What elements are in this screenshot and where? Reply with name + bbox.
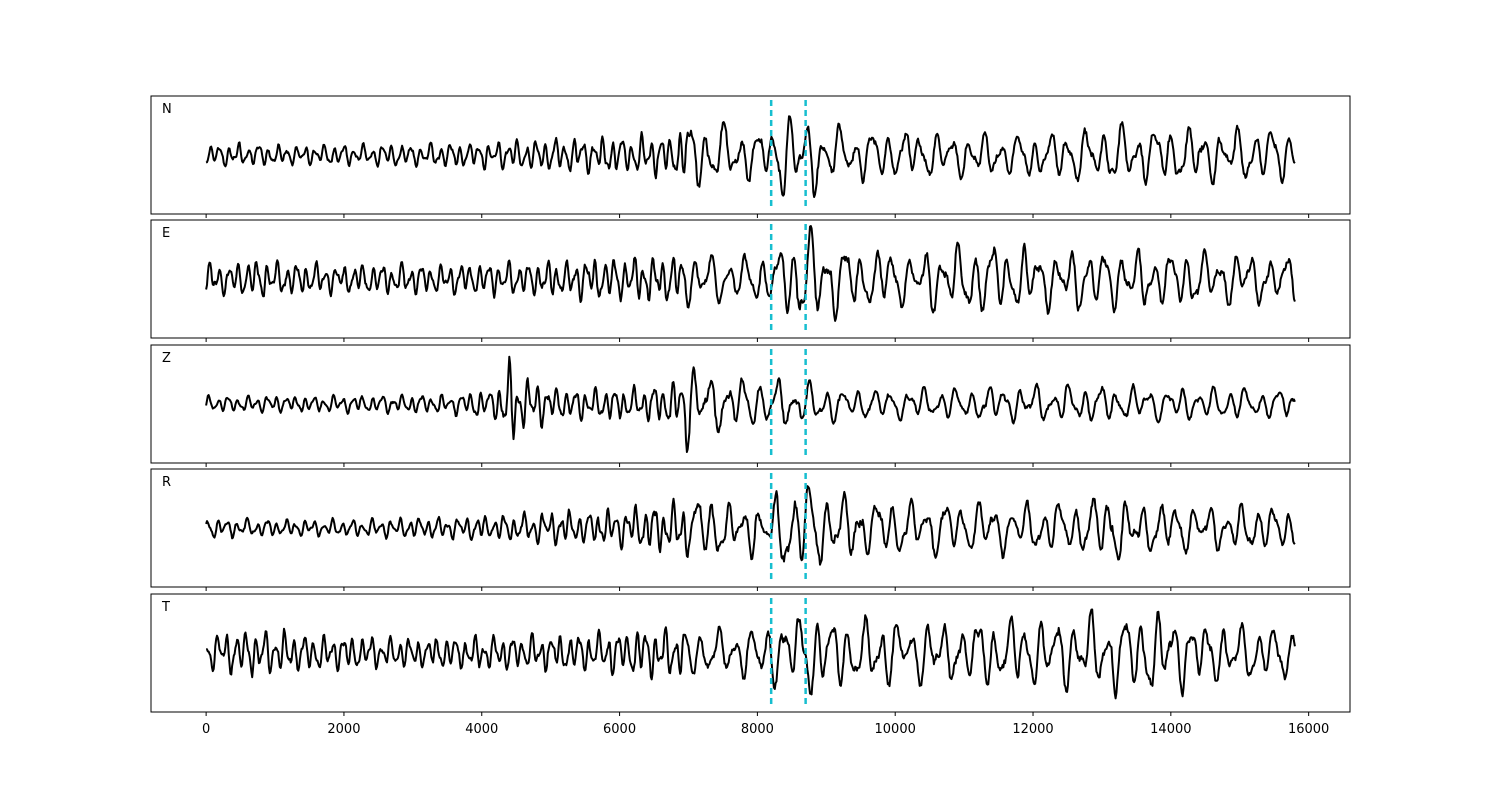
panel-r: R	[150, 468, 1351, 591]
x-tick-label: 14000	[1150, 722, 1191, 737]
panel-label-e: E	[162, 226, 170, 241]
x-tick-label: 8000	[741, 722, 774, 737]
panel-t: T	[150, 593, 1351, 716]
panel-frame	[150, 468, 1351, 588]
panel-frame	[150, 593, 1351, 713]
x-tick-label: 12000	[1012, 722, 1053, 737]
panel-label-n: N	[162, 102, 172, 117]
x-tick-label: 6000	[603, 722, 636, 737]
trace-n	[205, 115, 1296, 198]
panel-label-t: T	[161, 600, 170, 615]
trace-e	[205, 225, 1296, 322]
x-tick-label: 10000	[875, 722, 916, 737]
trace-z	[205, 355, 1296, 453]
x-tick-label: 4000	[465, 722, 498, 737]
panel-frame	[150, 344, 1351, 464]
x-tick-label: 16000	[1288, 722, 1329, 737]
x-tick-label: 0	[202, 722, 210, 737]
panel-frame	[150, 219, 1351, 339]
panel-frame	[150, 95, 1351, 215]
panel-label-r: R	[162, 475, 171, 490]
trace-t	[206, 608, 1296, 700]
panel-label-z: Z	[162, 351, 171, 366]
panels-layer: N E Z R T	[150, 95, 1351, 716]
panel-e: E	[150, 219, 1351, 342]
trace-r	[205, 485, 1296, 566]
panel-n: N	[150, 95, 1351, 218]
x-tick-label: 2000	[327, 722, 360, 737]
x-axis: 0 2000 4000 6000 8000 10000 12000 14000 16000	[202, 722, 1329, 737]
panel-z: Z	[150, 344, 1351, 467]
